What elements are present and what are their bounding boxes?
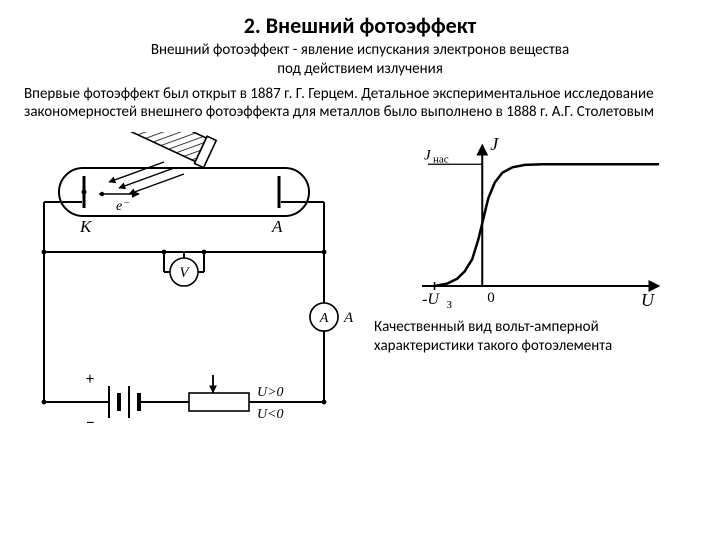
svg-text:-U: -U — [422, 291, 440, 308]
page-title: 2. Внешний фотоэффект — [24, 12, 696, 39]
svg-text:0: 0 — [487, 290, 495, 306]
svg-text:U<0: U<0 — [257, 407, 284, 422]
subtitle-line2: под действием излучения — [277, 60, 443, 78]
chart-caption: Качественный вид вольт-амперной характер… — [374, 318, 684, 356]
svg-text:−: − — [86, 411, 95, 432]
svg-text:K: K — [79, 217, 93, 236]
svg-text:З: З — [447, 299, 453, 311]
circuit-column: VKAe−AAA+−U>0U<0 — [24, 132, 354, 432]
svg-text:A: A — [271, 217, 283, 236]
svg-text:нас: нас — [433, 153, 449, 165]
svg-text:U: U — [641, 290, 655, 310]
svg-text:J: J — [424, 147, 432, 163]
chart-column: JнасJU0-UЗ Качественный вид вольт-амперн… — [374, 132, 684, 356]
svg-text:+: + — [86, 370, 94, 389]
subtitle-line1: Внешний фотоэффект - явление испускания … — [151, 41, 569, 59]
svg-text:U>0: U>0 — [257, 385, 284, 400]
subtitle: Внешний фотоэффект - явление испускания … — [24, 41, 696, 79]
iv-chart: JнасJU0-UЗ — [374, 132, 674, 312]
svg-text:e: e — [116, 199, 122, 214]
svg-text:A: A — [343, 310, 354, 326]
body-paragraph: Впервые фотоэффект был открыт в 1887 г. … — [24, 85, 696, 123]
svg-text:A: A — [319, 311, 329, 326]
content-row: VKAe−AAA+−U>0U<0 JнасJU0-UЗ Качественный… — [24, 132, 696, 432]
svg-text:−: − — [124, 198, 130, 209]
svg-text:J: J — [490, 134, 499, 154]
circuit-diagram: VKAe−AAA+−U>0U<0 — [24, 132, 354, 432]
